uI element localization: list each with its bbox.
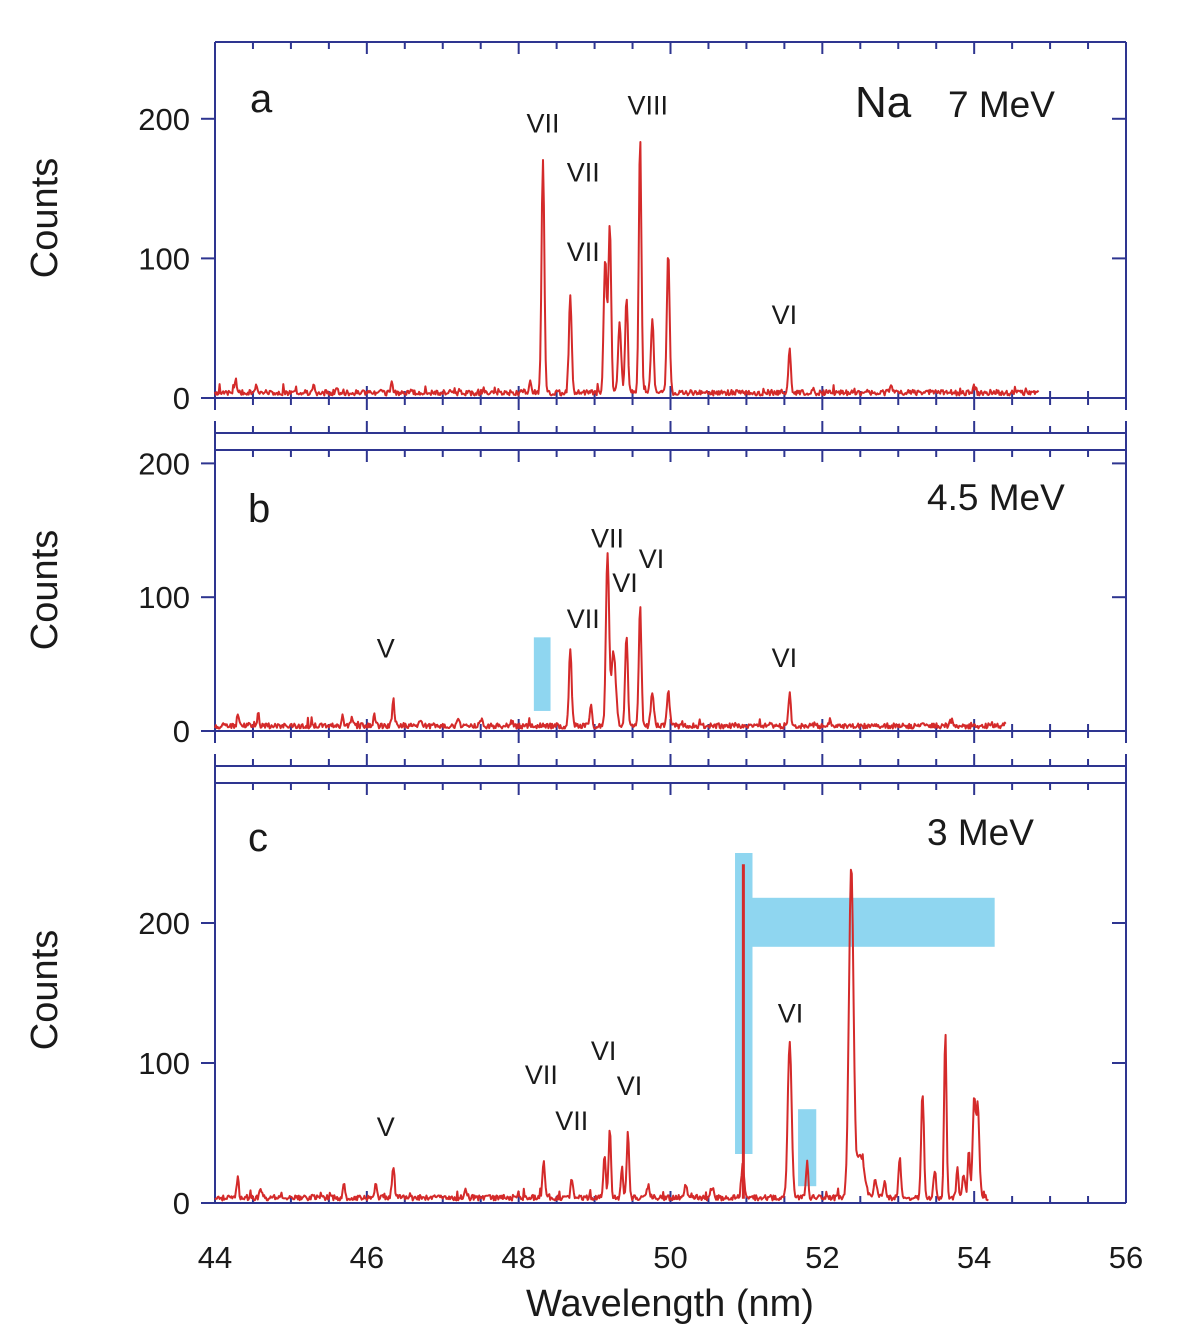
panel-a-y-tick-label: 200 xyxy=(138,102,190,137)
panel-b-peak-label: V xyxy=(377,633,395,663)
panel-c-y-tick-label: 100 xyxy=(138,1046,190,1081)
panel-a-y-axis-title: Counts xyxy=(24,158,66,278)
panel-c-peak-label: VII xyxy=(525,1060,558,1090)
panel-a-peak-label: VI xyxy=(772,300,798,330)
panel-b-highlight-box-0 xyxy=(533,637,551,711)
panel-c-peak-label: V xyxy=(377,1112,395,1142)
panel-a-y-tick-label: 100 xyxy=(138,241,190,276)
panel-c-y-tick-label: 0 xyxy=(173,1186,190,1221)
panel-c-peak-label: VI xyxy=(591,1036,617,1066)
x-tick-label: 52 xyxy=(805,1240,839,1275)
panel-c-highlight-box-1 xyxy=(747,897,995,947)
panel-b-peak-label: VI xyxy=(639,544,665,574)
panel-a-y-tick-label: 0 xyxy=(173,381,190,416)
panel-a: Counts a Na 7 MeV 0 100 200 VII VII VII VIII VI xyxy=(24,41,1127,416)
panel-a-peak-label: VII xyxy=(526,109,559,139)
panel-c-highlight-box-2 xyxy=(798,1109,817,1187)
panel-a-element-label: Na xyxy=(855,78,912,127)
x-tick-label: 56 xyxy=(1109,1240,1143,1275)
panel-a-peak-label: VII xyxy=(567,237,600,267)
panel-a-spectrum-line xyxy=(214,141,1040,397)
panel-b-y-tick-label: 200 xyxy=(138,446,190,481)
panel-a-peak-label: VII xyxy=(567,158,600,188)
panel-c-y-axis-title: Counts xyxy=(24,930,66,1050)
panel-b-y-tick-label: 0 xyxy=(173,714,190,749)
panel-c-peak-label: VII xyxy=(555,1106,588,1136)
x-tick-label: 54 xyxy=(957,1240,991,1275)
x-axis-title: Wavelength (nm) xyxy=(526,1283,814,1325)
panel-c-letter: c xyxy=(248,816,268,860)
x-tick-label: 50 xyxy=(653,1240,687,1275)
panel-b-y-axis-title: Counts xyxy=(24,530,66,650)
panel-b-peak-label: VII xyxy=(591,524,624,554)
panel-b-letter: b xyxy=(248,487,270,531)
panel-b-spectrum-line xyxy=(214,552,1007,730)
panel-c-y-tick-label: 200 xyxy=(138,906,190,941)
panel-c-energy-label: 3 MeV xyxy=(927,812,1034,853)
panel-c-peak-label: VI xyxy=(617,1071,643,1101)
x-tick-label: 44 xyxy=(198,1240,232,1275)
panel-b-y-tick-label: 100 xyxy=(138,580,190,615)
x-tick-label: 46 xyxy=(350,1240,384,1275)
panel-c-spectrum-line xyxy=(214,868,989,1202)
panel-a-peak-label: VIII xyxy=(627,91,668,121)
panel-b-peak-label: VII xyxy=(567,604,600,634)
panel-c-peak-label: VI xyxy=(778,998,804,1028)
panel-b-peak-label: VI xyxy=(772,643,798,673)
panel-b-energy-label: 4.5 MeV xyxy=(927,477,1065,518)
panel-a-letter: a xyxy=(250,77,273,121)
x-tick-label: 48 xyxy=(501,1240,535,1275)
panel-b-peak-label: VI xyxy=(612,568,638,598)
panel-a-energy-label: 7 MeV xyxy=(948,84,1055,125)
